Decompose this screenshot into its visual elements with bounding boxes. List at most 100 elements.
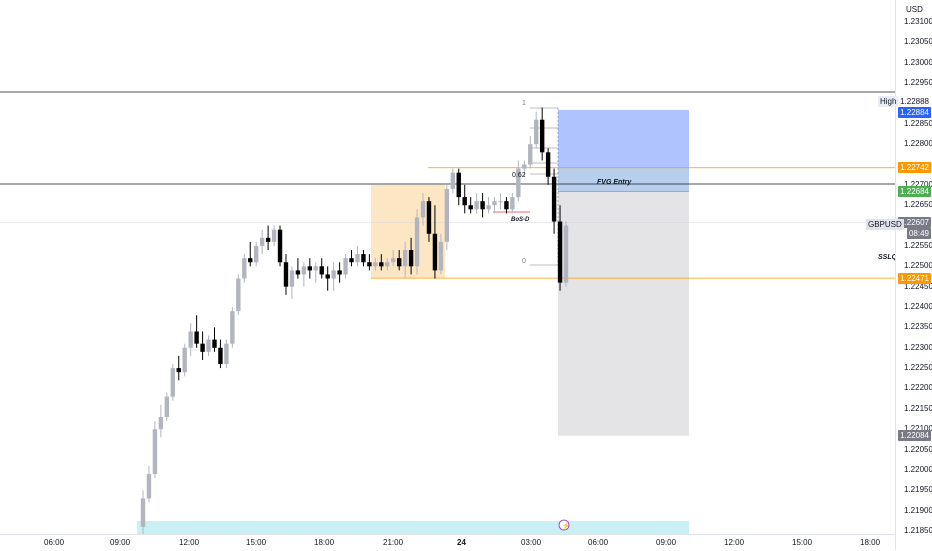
candle-bullish — [438, 241, 444, 271]
candle-bearish — [212, 339, 217, 348]
countdown-tag: 08:49 — [906, 228, 931, 240]
entry-zone — [558, 167, 689, 192]
current-price-tag: 1.22607 — [898, 217, 931, 229]
candle-bullish — [385, 262, 390, 267]
candle-bullish — [492, 201, 497, 206]
price-tick-label: 1.22700 — [904, 179, 932, 189]
candle-bullish — [474, 201, 479, 210]
candle-bullish — [510, 197, 515, 210]
candle-bullish — [331, 270, 336, 279]
candle-bullish — [206, 339, 211, 352]
candle-bullish — [224, 343, 229, 365]
time-tick-label: 15:00 — [246, 538, 267, 547]
candle-bullish — [170, 368, 175, 397]
candle-bullish — [450, 172, 456, 189]
bos-label: BoS-D — [511, 217, 530, 223]
price-tick-label: 1.23050 — [904, 37, 932, 47]
time-tick-label: 09:00 — [110, 538, 131, 547]
price-tick-label: 1.22400 — [904, 302, 932, 312]
time-axis[interactable]: 06:00 09:00 12:00 15:00 18:00 21:00 24 03:00 06:… — [0, 534, 895, 551]
time-tick-label: 12:00 — [179, 538, 200, 547]
candle-bearish — [307, 266, 313, 271]
candle-bullish — [289, 270, 295, 287]
target-price-tag: 1.22884 — [898, 107, 931, 118]
candle-bullish — [414, 217, 420, 267]
candle-bullish — [355, 254, 360, 263]
price-tick-label: 1.22450 — [904, 281, 932, 291]
target-zone — [558, 109, 689, 192]
candle-bullish — [534, 119, 539, 145]
candle-bullish — [236, 278, 241, 312]
candle-bullish — [444, 188, 450, 242]
price-tick-label: 1.22800 — [904, 139, 932, 149]
candle-bullish — [259, 237, 265, 246]
lightning-glyph: ⚡ — [562, 521, 571, 530]
candle-bearish — [545, 152, 551, 177]
candle-bearish — [248, 258, 253, 263]
price-tick-label: 1.22650 — [904, 200, 932, 210]
stop-price-tag: 1.22084 — [898, 430, 931, 442]
price-axis[interactable]: USD 1.23100 1.23050 1.23000 1.22950 1.22850 1… — [895, 0, 932, 550]
candle-bearish — [408, 250, 414, 267]
candle-bearish — [456, 172, 461, 198]
candle-bearish — [283, 262, 289, 287]
fib-label-062: 0.62 — [512, 172, 526, 179]
chart-canvas[interactable]: 1 0.62 0 FVG Entry BoS-D SSLQ ⚡ — [0, 0, 895, 534]
candle-bearish — [557, 221, 563, 283]
candle-bearish — [176, 368, 181, 373]
price-tick-label: 1.22500 — [904, 261, 932, 271]
candle-bearish — [367, 262, 372, 267]
candle-bearish — [295, 270, 301, 275]
candle-bearish — [379, 262, 384, 267]
price-tick-label: 1.22350 — [904, 322, 932, 332]
fib-label-0: 0 — [522, 258, 526, 265]
orange-top-price-tag: 1.22742 — [898, 162, 931, 174]
time-tick-label: 06:00 — [588, 538, 609, 547]
time-tick-label: 15:00 — [792, 538, 813, 547]
candle-bearish — [325, 274, 330, 279]
price-tick-label: 1.23100 — [904, 17, 932, 26]
candle-bullish — [563, 225, 569, 283]
candle-bearish — [504, 201, 509, 210]
high-label: High — [878, 96, 899, 107]
candle-bearish — [319, 266, 324, 275]
candle-bearish — [432, 233, 438, 271]
fib-label-1: 1 — [522, 100, 526, 107]
candle-bullish — [402, 250, 408, 267]
candle-bullish — [498, 201, 503, 203]
chart-plot-area[interactable]: 1 0.62 0 FVG Entry BoS-D SSLQ ⚡ — [0, 0, 895, 534]
candle-bullish — [158, 416, 164, 430]
sslq-price-tag: 1.22471 — [898, 272, 931, 284]
price-tick-label: 1.22150 — [904, 403, 932, 413]
time-tick-label: 12:00 — [724, 538, 745, 547]
candle-bearish — [480, 201, 485, 210]
price-tick-label: 1.22000 — [904, 464, 932, 474]
price-tick-label: 1.22300 — [904, 342, 932, 352]
candle-bullish — [486, 205, 491, 210]
symbol-label: GBPUSD — [866, 219, 904, 230]
candle-bearish — [426, 201, 432, 234]
time-tick-label: 18:00 — [314, 538, 335, 547]
candle-bearish — [265, 237, 271, 242]
candle-bullish — [253, 245, 259, 263]
candle-bullish — [271, 229, 277, 242]
price-tick-label: 1.22100 — [904, 424, 932, 434]
currency-label: USD — [906, 5, 923, 14]
candle-bullish — [146, 473, 152, 499]
time-tick-label: 24 — [457, 538, 466, 547]
price-tick-label: 1.21850 — [904, 526, 932, 535]
candle-bullish — [188, 331, 193, 348]
price-tick-label: 1.21900 — [904, 505, 932, 515]
session-strip — [137, 521, 689, 534]
price-tick-label: 1.22950 — [904, 78, 932, 88]
candle-bearish — [277, 229, 283, 263]
price-tick-label: 1.22550 — [904, 240, 932, 250]
time-tick-label: 03:00 — [521, 538, 542, 547]
candle-bullish — [420, 201, 426, 218]
candle-bullish — [391, 258, 396, 263]
candle-bullish — [182, 347, 187, 373]
price-tick-label: 1.23000 — [904, 57, 932, 67]
high-price-tag: 1.22888 — [898, 96, 931, 107]
entry-price-tag: 1.22684 — [898, 185, 931, 197]
